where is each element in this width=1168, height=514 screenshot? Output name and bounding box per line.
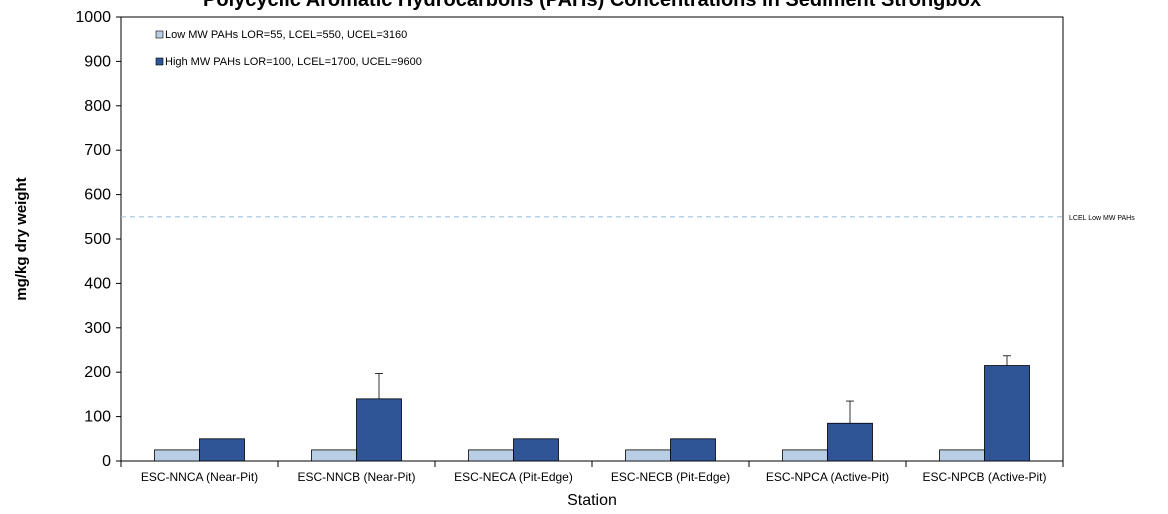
bar: [513, 438, 559, 462]
legend-label: Low MW PAHs LOR=55, LCEL=550, UCEL=3160: [165, 29, 407, 41]
bar: [939, 449, 985, 462]
bar: [782, 449, 828, 462]
y-tick-label: 0: [102, 453, 111, 470]
reference-line-label: LCEL Low MW PAHs: [1069, 215, 1135, 222]
legend: Low MW PAHs LOR=55, LCEL=550, UCEL=3160 H…: [155, 29, 422, 68]
bar: [827, 422, 873, 462]
y-axis: 0 100 200 300 400 500 600 700 800 900 1000: [75, 9, 121, 470]
y-tick-label: 500: [84, 231, 111, 248]
y-tick-label: 400: [84, 275, 111, 292]
bar: [625, 449, 671, 462]
y-tick-label: 200: [84, 364, 111, 381]
bars: [154, 355, 1030, 462]
y-axis-title: mg/kg dry weight: [13, 177, 30, 300]
legend-swatch: [155, 30, 164, 39]
x-axis-title: Station: [567, 492, 617, 509]
bar: [468, 449, 514, 462]
bar: [984, 365, 1030, 462]
x-tick-label: ESC-NPCB (Active-Pit): [922, 470, 1046, 484]
reference-lines: LCEL Low MW PAHs: [121, 215, 1135, 222]
y-tick-label: 900: [84, 53, 111, 70]
y-tick-label: 600: [84, 187, 111, 204]
legend-swatch: [155, 57, 164, 66]
bar: [199, 438, 245, 462]
y-tick-label: 1000: [75, 9, 111, 26]
x-tick-label: ESC-NNCA (Near-Pit): [141, 470, 258, 484]
bar: [154, 449, 200, 462]
y-tick-label: 700: [84, 142, 111, 159]
plot-area: [120, 16, 1064, 462]
chart-title: Polycyclic Aromatic Hydrocarbons (PAHs) …: [203, 0, 981, 11]
x-tick-label: ESC-NNCB (Near-Pit): [297, 470, 415, 484]
y-tick-label: 100: [84, 409, 111, 426]
x-tick-label: ESC-NECA (Pit-Edge): [454, 470, 573, 484]
x-tick-label: ESC-NPCA (Active-Pit): [766, 470, 889, 484]
bar: [670, 438, 716, 462]
bar: [356, 398, 402, 462]
x-tick-label: ESC-NECB (Pit-Edge): [611, 470, 730, 484]
y-tick-label: 300: [84, 320, 111, 337]
x-axis: ESC-NNCA (Near-Pit) ESC-NNCB (Near-Pit) ES…: [120, 461, 1064, 484]
bar: [311, 449, 357, 462]
y-tick-label: 800: [84, 98, 111, 115]
legend-label: High MW PAHs LOR=100, LCEL=1700, UCEL=96…: [165, 56, 422, 68]
